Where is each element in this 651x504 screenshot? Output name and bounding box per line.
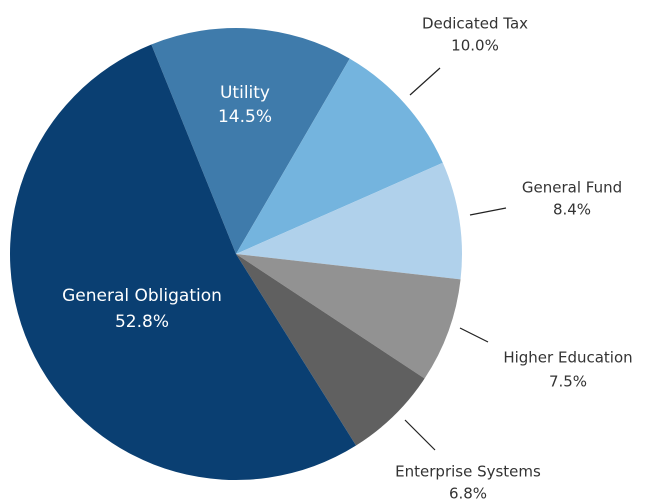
slice-value: 14.5% (218, 107, 272, 127)
slice-label: Dedicated Tax (422, 15, 528, 33)
pie-slice (236, 254, 425, 446)
pie-slice (151, 27, 350, 254)
slice-label: General Fund (522, 179, 622, 197)
slice-value: 7.5% (549, 373, 587, 391)
leader-line (404, 419, 436, 451)
slice-value: 10.0% (451, 37, 499, 55)
leader-line (469, 207, 507, 216)
pie-slice (236, 254, 461, 379)
slice-value: 8.4% (553, 201, 591, 219)
slice-label: General Obligation (62, 286, 222, 306)
pie-slice (236, 162, 462, 280)
slice-label: Higher Education (503, 349, 632, 367)
leader-line (409, 67, 441, 96)
pie-slice (9, 44, 357, 481)
slice-label: Utility (220, 83, 270, 103)
pie-slice (236, 58, 443, 255)
leader-line (459, 327, 489, 343)
slice-value: 52.8% (115, 312, 169, 332)
slice-value: 6.8% (449, 485, 487, 503)
slice-label: Enterprise Systems (395, 463, 541, 481)
